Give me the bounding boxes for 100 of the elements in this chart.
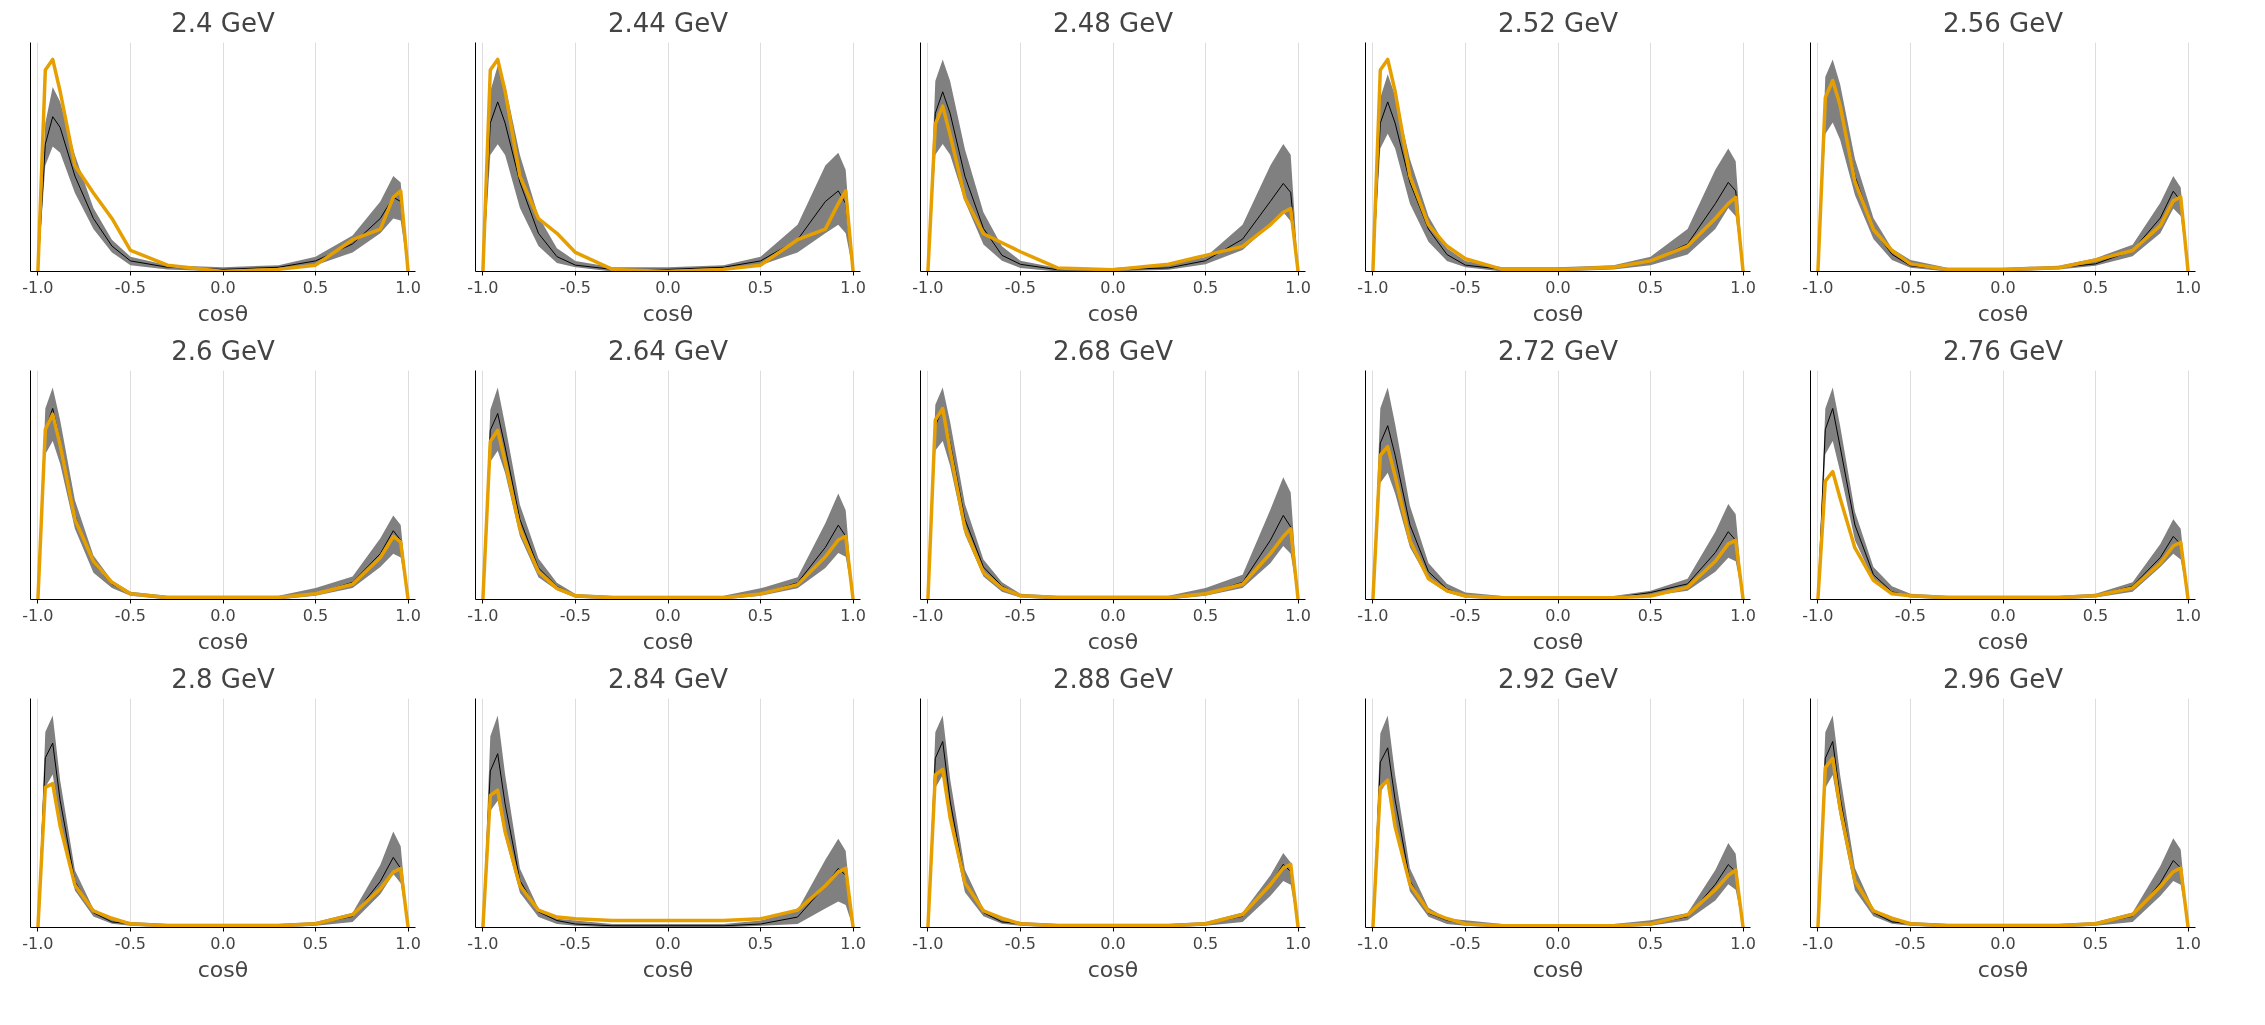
x-axis-title: cosθ [1532, 956, 1584, 982]
chart-title: 2.88 GeV [1052, 663, 1174, 694]
x-tick-label: 0.5 [747, 933, 774, 953]
x-tick-label: 1.0 [395, 605, 421, 625]
x-tick-label: 1.0 [1285, 277, 1311, 297]
x-tick-label: 0.0 [1545, 605, 1571, 625]
x-tick-label: -0.5 [559, 933, 592, 953]
x-axis-title: cosθ [1977, 956, 2029, 982]
x-tick-label: 1.0 [395, 277, 421, 297]
x-tick-label: 0.0 [1990, 933, 2016, 953]
x-tick-label: 1.0 [1730, 277, 1756, 297]
x-axis-title: cosθ [642, 300, 694, 326]
x-tick-label: 0.5 [1637, 933, 1664, 953]
x-tick-label: 1.0 [1285, 933, 1311, 953]
x-tick-label: -1.0 [467, 605, 499, 625]
x-tick-label: 0.0 [655, 605, 681, 625]
x-tick-label: 1.0 [1285, 605, 1311, 625]
x-tick-label: 0.5 [1192, 605, 1219, 625]
x-tick-label: 1.0 [1730, 605, 1756, 625]
x-tick-label: -0.5 [114, 605, 147, 625]
x-tick-label: -0.5 [1894, 933, 1927, 953]
x-tick-label: -1.0 [22, 605, 54, 625]
x-tick-label: 1.0 [2175, 605, 2201, 625]
x-tick-label: 0.0 [1100, 933, 1126, 953]
x-tick-label: -1.0 [467, 933, 499, 953]
x-tick-label: -0.5 [1894, 605, 1927, 625]
chart-title: 2.4 GeV [171, 7, 275, 38]
x-tick-label: 0.5 [302, 277, 329, 297]
x-tick-label: 0.5 [2082, 605, 2109, 625]
x-tick-label: 0.5 [2082, 933, 2109, 953]
x-tick-label: -1.0 [912, 933, 944, 953]
chart-title: 2.84 GeV [607, 663, 729, 694]
x-tick-label: 1.0 [840, 277, 866, 297]
x-tick-label: 0.5 [1637, 605, 1664, 625]
x-tick-label: 0.5 [302, 933, 329, 953]
chart-title: 2.96 GeV [1942, 663, 2064, 694]
x-tick-label: 1.0 [1730, 933, 1756, 953]
chart-title: 2.92 GeV [1497, 663, 1619, 694]
x-tick-label: 0.5 [1192, 933, 1219, 953]
x-tick-label: -0.5 [559, 277, 592, 297]
x-tick-label: -1.0 [1802, 605, 1834, 625]
x-tick-label: 0.0 [655, 933, 681, 953]
x-tick-label: 0.0 [210, 605, 236, 625]
x-tick-label: 0.0 [1100, 277, 1126, 297]
x-tick-label: 0.5 [2082, 277, 2109, 297]
x-tick-label: -0.5 [1004, 277, 1037, 297]
x-tick-label: -1.0 [1802, 277, 1834, 297]
x-tick-label: 0.0 [210, 277, 236, 297]
x-tick-label: -0.5 [1449, 933, 1482, 953]
x-tick-label: 0.5 [1192, 277, 1219, 297]
x-tick-label: -1.0 [912, 277, 944, 297]
x-tick-label: -1.0 [1802, 933, 1834, 953]
chart-title: 2.6 GeV [171, 335, 275, 366]
x-axis-title: cosθ [642, 628, 694, 654]
x-tick-label: 0.5 [747, 605, 774, 625]
chart-title: 2.52 GeV [1497, 7, 1619, 38]
x-tick-label: 0.0 [1100, 605, 1126, 625]
x-tick-label: 0.0 [210, 933, 236, 953]
x-tick-label: -0.5 [1449, 277, 1482, 297]
chart-title: 2.68 GeV [1052, 335, 1174, 366]
x-tick-label: 0.5 [1637, 277, 1664, 297]
x-tick-label: 0.5 [302, 605, 329, 625]
x-axis-title: cosθ [1087, 628, 1139, 654]
x-axis-title: cosθ [1532, 628, 1584, 654]
x-tick-label: -0.5 [114, 933, 147, 953]
chart-title: 2.8 GeV [171, 663, 275, 694]
x-tick-label: 0.0 [1545, 277, 1571, 297]
chart-title: 2.76 GeV [1942, 335, 2064, 366]
x-tick-label: 0.0 [1545, 933, 1571, 953]
x-tick-label: -1.0 [912, 605, 944, 625]
x-tick-label: -1.0 [22, 277, 54, 297]
chart-title: 2.64 GeV [607, 335, 729, 366]
x-tick-label: -0.5 [1449, 605, 1482, 625]
x-tick-label: 1.0 [2175, 933, 2201, 953]
chart-title: 2.44 GeV [607, 7, 729, 38]
x-axis-title: cosθ [1977, 300, 2029, 326]
x-tick-label: 1.0 [840, 605, 866, 625]
x-tick-label: -0.5 [114, 277, 147, 297]
x-axis-title: cosθ [1087, 300, 1139, 326]
x-tick-label: -0.5 [1894, 277, 1927, 297]
x-tick-label: -1.0 [22, 933, 54, 953]
x-tick-label: -1.0 [1357, 933, 1389, 953]
x-tick-label: 0.0 [1990, 277, 2016, 297]
chart-title: 2.72 GeV [1497, 335, 1619, 366]
chart-title: 2.48 GeV [1052, 7, 1174, 38]
x-tick-label: -1.0 [1357, 605, 1389, 625]
x-tick-label: 0.0 [655, 277, 681, 297]
x-axis-title: cosθ [1087, 956, 1139, 982]
x-axis-title: cosθ [642, 956, 694, 982]
x-axis-title: cosθ [197, 628, 249, 654]
x-tick-label: 1.0 [2175, 277, 2201, 297]
x-tick-label: 0.0 [1990, 605, 2016, 625]
x-tick-label: -1.0 [1357, 277, 1389, 297]
x-tick-label: -0.5 [559, 605, 592, 625]
x-tick-label: 0.5 [747, 277, 774, 297]
x-axis-title: cosθ [1977, 628, 2029, 654]
x-tick-label: 1.0 [395, 933, 421, 953]
x-axis-title: cosθ [197, 956, 249, 982]
x-axis-title: cosθ [1532, 300, 1584, 326]
chart-title: 2.56 GeV [1942, 7, 2064, 38]
